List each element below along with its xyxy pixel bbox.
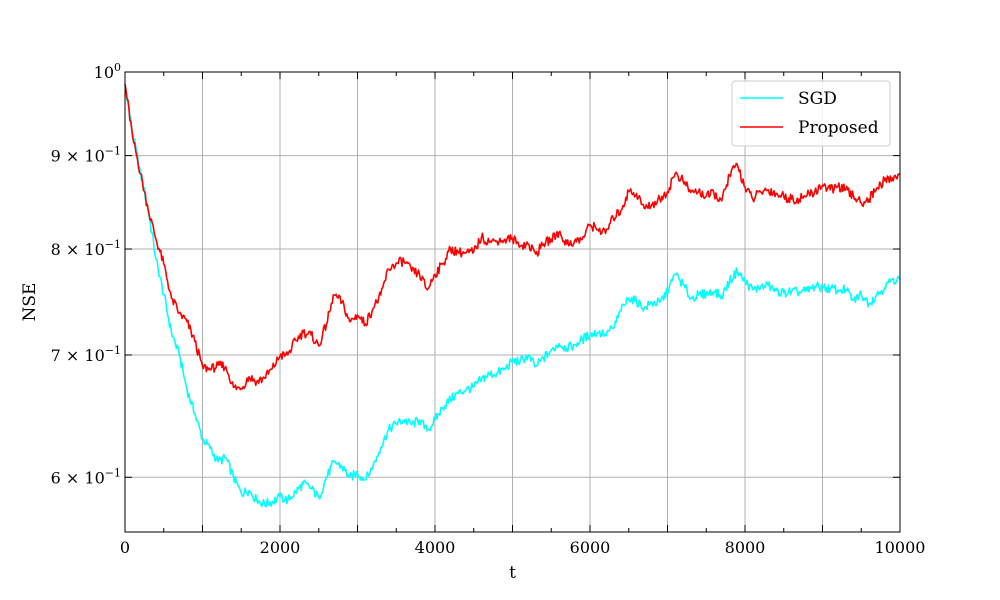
x-tick-labels: 0 2000 4000 6000 8000 10000 — [120, 538, 926, 557]
legend-label-proposed: Proposed — [798, 118, 879, 138]
x-tick-label: 2000 — [260, 538, 301, 557]
x-tick-label: 8000 — [725, 538, 766, 557]
x-tick-label: 0 — [120, 538, 130, 557]
axis-ticks — [124, 71, 901, 532]
series-line-proposed — [124, 83, 901, 391]
series-lines — [124, 83, 901, 508]
grid-lines — [125, 72, 900, 532]
series-line-sgd — [124, 83, 901, 508]
y-tick-label: 8 × 10−1 — [51, 238, 121, 259]
y-tick-label: 7 × 10−1 — [51, 344, 121, 365]
y-tick-label: 9 × 10−1 — [51, 145, 121, 166]
x-tick-label: 10000 — [875, 538, 926, 557]
y-tick-label: 100 — [94, 61, 121, 82]
y-tick-labels: 6 × 10−1 7 × 10−1 8 × 10−1 9 × 10−1 100 — [51, 61, 121, 487]
legend-label-sgd: SGD — [798, 89, 837, 109]
x-tick-label: 6000 — [570, 538, 611, 557]
x-axis-label: t — [509, 563, 516, 583]
y-axis-label: NSE — [20, 283, 40, 322]
x-tick-label: 4000 — [415, 538, 456, 557]
legend: SGD Proposed — [731, 80, 891, 147]
y-tick-label: 6 × 10−1 — [51, 466, 121, 487]
